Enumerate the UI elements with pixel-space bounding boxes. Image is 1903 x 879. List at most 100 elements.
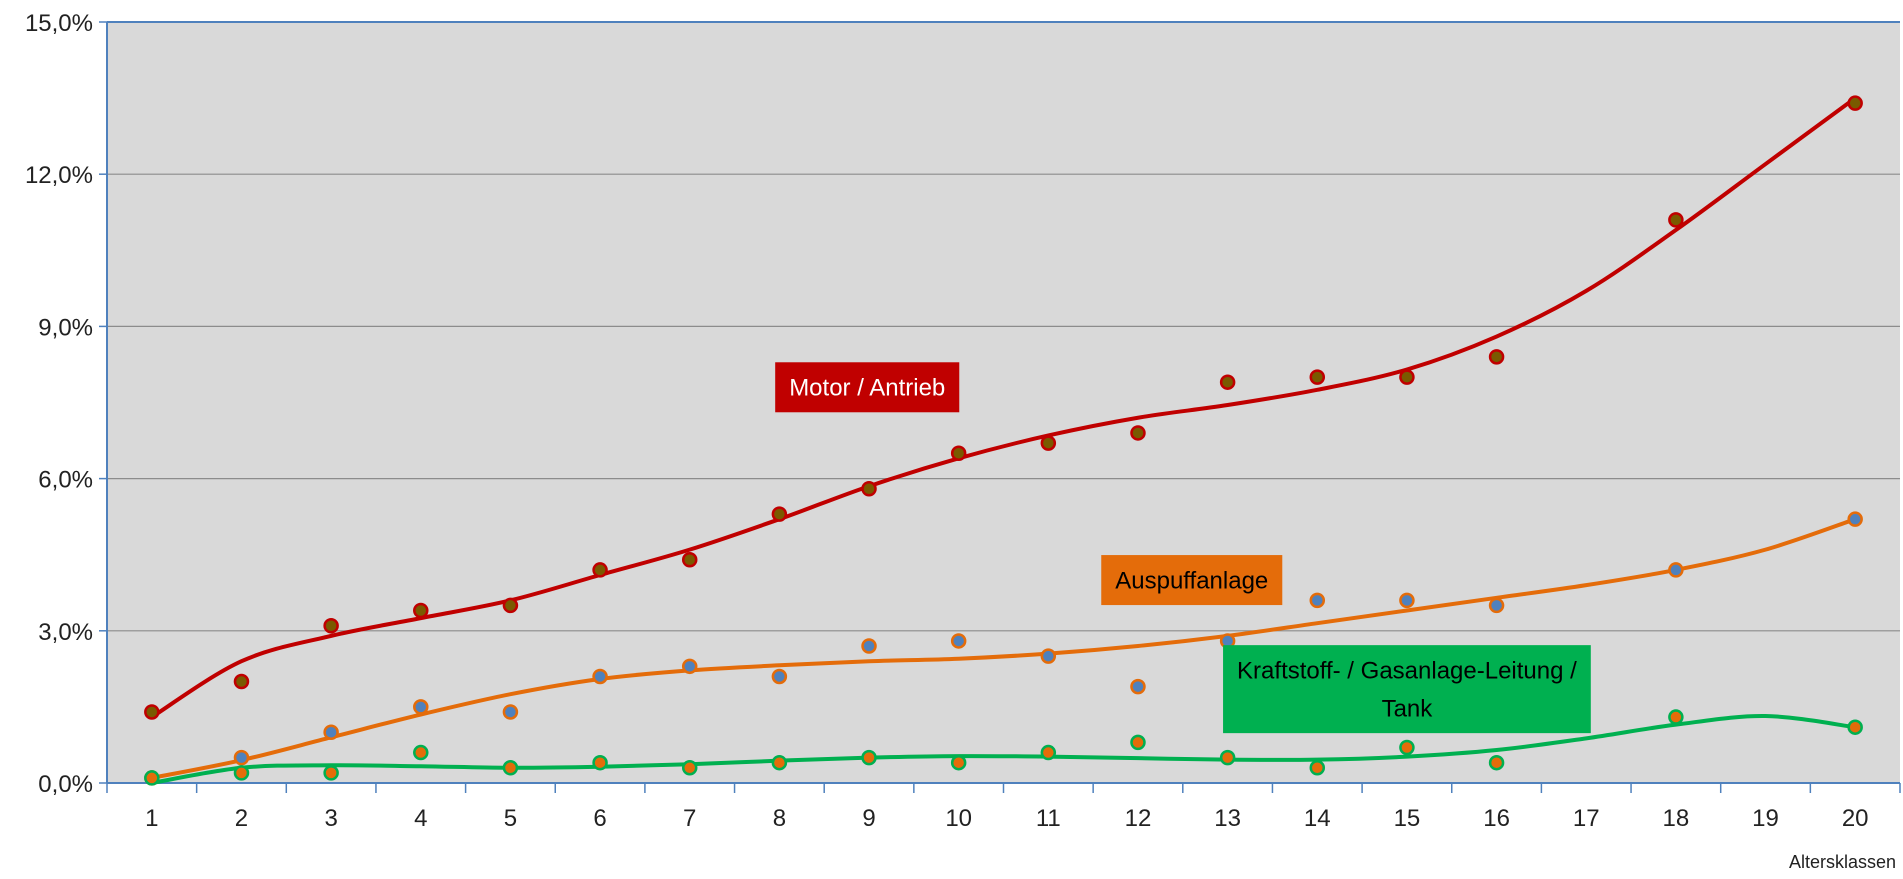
y-tick-label: 15,0% (25, 10, 93, 37)
x-tick-label: 9 (862, 805, 875, 832)
x-tick-label: 10 (945, 805, 972, 832)
series-labels: Motor / Antrieb Auspuffanlage Kraftstoff- … (775, 362, 1591, 734)
data-point-series-2 (413, 699, 429, 715)
data-point-series-1 (502, 597, 519, 614)
data-point-series-2 (233, 749, 250, 766)
x-tick-label: 3 (324, 805, 337, 832)
data-points (144, 95, 1863, 786)
data-point-series-1 (861, 480, 877, 497)
x-tick-label: 20 (1842, 805, 1869, 832)
data-point-series-3 (861, 749, 877, 766)
x-tick-label: 8 (773, 805, 786, 832)
data-point-series-3 (144, 770, 160, 786)
data-point-series-3 (950, 754, 967, 771)
data-point-series-1 (950, 445, 967, 461)
data-point-series-1 (1309, 369, 1326, 385)
series-label-3: Kraftstoff- / Gasanlage-Leitung / Tank (1223, 645, 1591, 734)
data-point-series-2 (1309, 592, 1326, 609)
data-point-series-2 (1040, 648, 1057, 664)
data-point-series-3 (1219, 749, 1236, 766)
y-axis: 0,0% 3,0% 6,0% 9,0% 12,0% 15,0% (25, 10, 108, 798)
x-tick-label: 5 (504, 805, 517, 832)
data-point-series-3 (1847, 719, 1863, 735)
data-point-series-3 (502, 760, 519, 776)
y-tick-label: 12,0% (25, 162, 93, 189)
x-tick-label: 11 (1036, 805, 1061, 832)
data-point-series-1 (771, 506, 788, 522)
series-label-box (1223, 645, 1591, 734)
y-tick-label: 3,0% (38, 619, 93, 646)
x-tick-label: 13 (1214, 805, 1241, 832)
data-point-series-1 (1488, 349, 1505, 365)
data-point-series-3 (1668, 709, 1684, 725)
data-point-series-1 (323, 617, 339, 634)
x-tick-label: 12 (1125, 805, 1152, 832)
data-point-series-1 (144, 704, 160, 720)
y-tick-label: 0,0% (38, 771, 93, 798)
data-point-series-3 (1488, 754, 1505, 771)
data-point-series-3 (233, 765, 250, 781)
series-label-1: Motor / Antrieb (775, 362, 960, 413)
data-point-series-2 (592, 668, 608, 685)
data-point-series-1 (1219, 374, 1236, 390)
data-point-series-2 (502, 704, 519, 720)
data-point-series-1 (233, 673, 250, 690)
data-point-series-2 (771, 668, 788, 685)
series-label-text: Kraftstoff- / Gasanlage-Leitung / (1237, 658, 1577, 685)
data-point-series-2 (1488, 597, 1505, 614)
data-point-series-2 (681, 658, 698, 675)
x-axis-title: Altersklassen (1789, 852, 1896, 872)
data-point-series-2 (1847, 511, 1863, 527)
trend-line-series-3 (149, 714, 1858, 785)
plot-area (107, 22, 1900, 783)
data-point-series-3 (1309, 760, 1326, 776)
data-point-series-2 (950, 633, 967, 649)
x-tick-label: 1 (145, 805, 158, 832)
data-point-series-1 (592, 562, 608, 578)
data-point-series-3 (1040, 744, 1057, 761)
trend-line-series-2 (149, 517, 1858, 780)
trend-lines (149, 96, 1858, 785)
data-point-series-1 (1040, 435, 1057, 451)
x-tick-label: 6 (593, 805, 606, 832)
data-point-series-3 (323, 765, 339, 781)
data-point-series-1 (1847, 95, 1863, 111)
x-tick-label: 4 (414, 805, 427, 832)
data-point-series-2 (323, 724, 339, 741)
data-point-series-1 (1668, 212, 1684, 228)
data-point-series-3 (1130, 734, 1146, 751)
x-tick-label: 7 (683, 805, 696, 832)
x-tick-label: 17 (1573, 805, 1600, 832)
data-point-series-3 (592, 754, 608, 771)
data-point-series-2 (1668, 562, 1684, 578)
series-label-box (1101, 555, 1283, 606)
series-label-text: Motor / Antrieb (789, 375, 945, 402)
data-point-series-3 (681, 760, 698, 776)
x-tick-label: 19 (1752, 805, 1779, 832)
y-tick-label: 6,0% (38, 467, 93, 494)
series-label-2: Auspuffanlage (1101, 555, 1283, 606)
y-tick-label: 9,0% (38, 314, 93, 341)
data-point-series-3 (771, 754, 788, 771)
data-point-series-1 (413, 602, 429, 619)
data-point-series-3 (413, 744, 429, 761)
data-point-series-3 (1399, 739, 1415, 756)
series-label-box (775, 362, 960, 413)
series-label-text: Auspuffanlage (1115, 567, 1268, 594)
gridlines (107, 21, 1900, 632)
trend-line-series-1 (149, 96, 1858, 720)
x-tick-label: 15 (1394, 805, 1421, 832)
x-axis: 1 2 3 4 5 6 7 8 9 10 11 12 13 14 15 16 17 18 19 20 (106, 782, 1901, 832)
data-point-series-2 (1399, 592, 1415, 609)
data-point-series-2 (861, 638, 877, 654)
data-point-series-1 (681, 552, 698, 568)
data-point-series-2 (1130, 678, 1146, 695)
x-tick-label: 16 (1483, 805, 1510, 832)
data-point-series-1 (1130, 425, 1146, 441)
x-tick-label: 18 (1663, 805, 1690, 832)
x-tick-label: 2 (235, 805, 248, 832)
x-tick-label: 14 (1304, 805, 1331, 832)
data-point-series-1 (1399, 369, 1415, 385)
series-label-text: Tank (1382, 696, 1434, 723)
